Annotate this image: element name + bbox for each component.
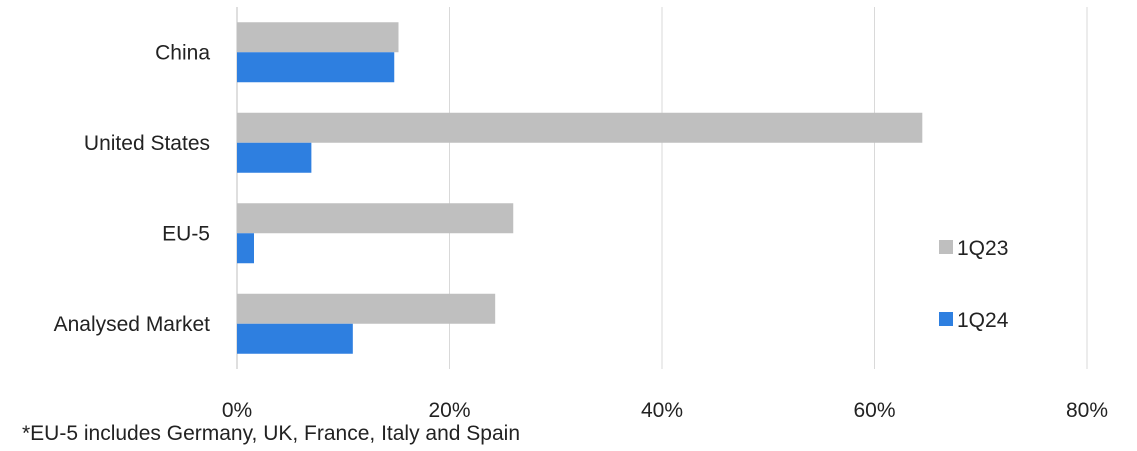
bar-1q23-china: [237, 22, 399, 53]
x-tick-label: 60%: [853, 399, 895, 422]
bar-1q24-china: [237, 52, 395, 83]
category-label: EU-5: [162, 222, 210, 245]
x-tick-labels: 0% 20% 40% 60% 80%: [222, 399, 1108, 422]
legend-label: 1Q24: [957, 309, 1009, 332]
category-label: United States: [84, 132, 210, 155]
bar-1q23-analysed-market: [237, 293, 496, 324]
bar-1q24-eu-5: [237, 233, 254, 264]
category-label: Analysed Market: [54, 313, 211, 336]
legend-label: 1Q23: [957, 237, 1008, 260]
bar-1q24-united-states: [237, 142, 312, 173]
legend-swatch: [939, 240, 953, 254]
bar-1q24-analysed-market: [237, 323, 353, 354]
x-tick-label: 0%: [222, 399, 252, 422]
category-labels: China United States EU-5 Analysed Market: [54, 41, 211, 336]
category-label: China: [155, 41, 210, 64]
bar-1q23-united-states: [237, 112, 923, 143]
bars: [237, 22, 923, 354]
footnote: *EU-5 includes Germany, UK, France, Ital…: [22, 422, 521, 445]
legend: 1Q23 1Q24: [939, 237, 1009, 332]
bar-1q23-eu-5: [237, 203, 514, 234]
x-tick-label: 80%: [1066, 399, 1108, 422]
legend-swatch: [939, 312, 953, 326]
x-tick-label: 40%: [641, 399, 683, 422]
x-tick-label: 20%: [428, 399, 470, 422]
